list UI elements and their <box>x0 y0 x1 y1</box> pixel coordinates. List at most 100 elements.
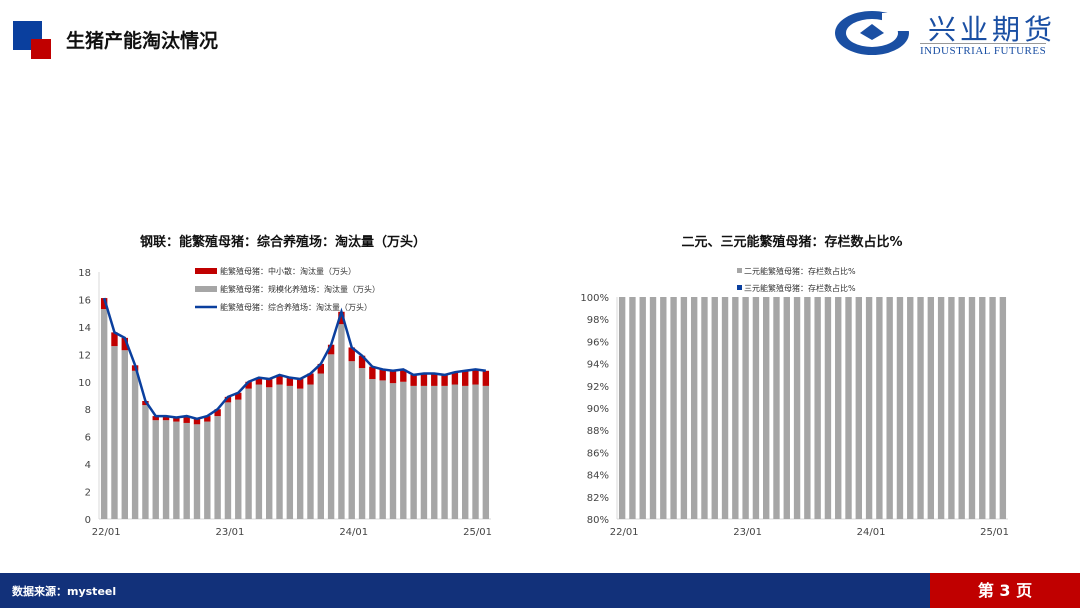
bar-lower <box>680 297 688 519</box>
bar-lower <box>296 388 304 519</box>
bar-lower <box>742 297 749 519</box>
y-tick-label: 86% <box>587 448 609 459</box>
y-tick-label: 82% <box>587 493 609 504</box>
bar-upper <box>266 379 273 388</box>
bar-lower <box>999 297 1007 519</box>
bar-lower <box>690 297 698 519</box>
x-tick-label: 25/01 <box>980 527 1009 538</box>
bar-lower <box>629 297 636 519</box>
page-number: 第 3 页 <box>930 573 1080 608</box>
legend-label: 能繁殖母猪：中小散：淘汰量（万头） <box>220 266 356 276</box>
logo-text-cn: 兴业期货 <box>928 13 1057 46</box>
bar-upper <box>307 373 314 385</box>
bar-lower <box>276 384 283 519</box>
bar-lower <box>379 380 386 519</box>
bar-upper <box>389 370 397 384</box>
bar-lower <box>639 297 646 519</box>
bar-lower <box>245 388 252 519</box>
bar-lower <box>224 402 232 519</box>
bar-lower <box>917 297 924 519</box>
series-line <box>102 297 487 421</box>
bar-lower <box>286 385 294 519</box>
bar-lower <box>783 297 790 519</box>
y-tick-label: 98% <box>587 315 609 326</box>
y-tick-label: 84% <box>587 471 609 482</box>
y-tick-label: 94% <box>587 360 609 371</box>
bar-lower <box>824 297 832 519</box>
bar-upper <box>193 418 201 425</box>
bar-lower <box>618 297 626 519</box>
bar-lower <box>482 385 490 519</box>
bar-lower <box>420 385 428 519</box>
bar-lower <box>266 387 273 519</box>
y-tick-label: 90% <box>587 404 609 415</box>
legend-swatch-icon <box>737 268 742 273</box>
legend-label: 能繁殖母猪：规模化养殖场：淘汰量（万头） <box>220 284 380 294</box>
bar-upper <box>358 355 366 369</box>
bar-lower <box>152 420 159 519</box>
y-tick-label: 88% <box>587 426 609 437</box>
y-tick-label: 92% <box>587 382 609 393</box>
bar-upper <box>441 374 448 386</box>
logo-swirl-icon <box>835 11 912 55</box>
bar-lower <box>937 297 945 519</box>
bar-lower <box>835 297 842 519</box>
bar-lower <box>162 420 170 519</box>
bar-upper <box>245 381 252 389</box>
bar-upper <box>472 369 479 385</box>
x-tick-label: 23/01 <box>733 527 762 538</box>
bar-lower <box>701 297 708 519</box>
bar-upper <box>173 417 180 422</box>
bar-lower <box>451 384 459 519</box>
bar-upper <box>255 377 263 385</box>
bar-lower <box>338 324 345 519</box>
bar-upper <box>183 416 190 423</box>
bar-lower <box>317 373 324 519</box>
y-tick-label: 12 <box>78 350 91 361</box>
bar-lower <box>732 297 739 519</box>
bar-lower <box>907 297 914 519</box>
y-tick-label: 14 <box>78 323 91 334</box>
bar-upper <box>152 416 159 421</box>
chart2-title: 二元、三元能繁殖母猪：存栏数占比% <box>681 235 903 250</box>
bar-upper <box>111 332 118 347</box>
bar-lower <box>235 399 242 519</box>
bar-lower <box>927 297 935 519</box>
bar-upper <box>379 369 386 381</box>
bar-lower <box>773 297 780 519</box>
chart1-title: 钢联：能繁殖母猪：综合养殖场：淘汰量（万头） <box>139 235 427 250</box>
bar-lower <box>865 297 873 519</box>
data-source: 数据来源：mysteel <box>12 585 117 598</box>
bar-lower <box>214 416 221 519</box>
bar-upper <box>224 396 232 403</box>
legend-swatch-icon <box>737 285 742 290</box>
logo-text-en: INDUSTRIAL FUTURES <box>920 43 1047 57</box>
legend-swatch-icon <box>195 268 217 274</box>
y-tick-label: 0 <box>85 515 91 526</box>
bar-upper <box>400 369 407 382</box>
x-tick-label: 22/01 <box>610 527 639 538</box>
bar-lower <box>111 346 118 519</box>
bar-upper <box>214 409 221 417</box>
bar-upper <box>451 372 459 385</box>
bar-lower <box>763 297 770 519</box>
bar-lower <box>958 297 965 519</box>
bar-lower <box>649 297 657 519</box>
x-tick-label: 24/01 <box>339 527 368 538</box>
bar-upper <box>204 416 211 422</box>
bar-upper <box>121 337 128 351</box>
bar-lower <box>896 297 904 519</box>
company-logo: 兴业期货 INDUSTRIAL FUTURES <box>832 8 1062 58</box>
y-tick-label: 16 <box>78 295 91 306</box>
x-tick-label: 24/01 <box>857 527 886 538</box>
legend-swatch-icon <box>195 286 217 292</box>
bar-lower <box>804 297 811 519</box>
bar-lower <box>307 384 314 519</box>
y-tick-label: 2 <box>85 488 91 499</box>
y-tick-label: 4 <box>85 460 91 471</box>
footer-bar <box>0 573 1080 608</box>
bar-upper <box>482 370 490 386</box>
bar-lower <box>255 384 263 519</box>
